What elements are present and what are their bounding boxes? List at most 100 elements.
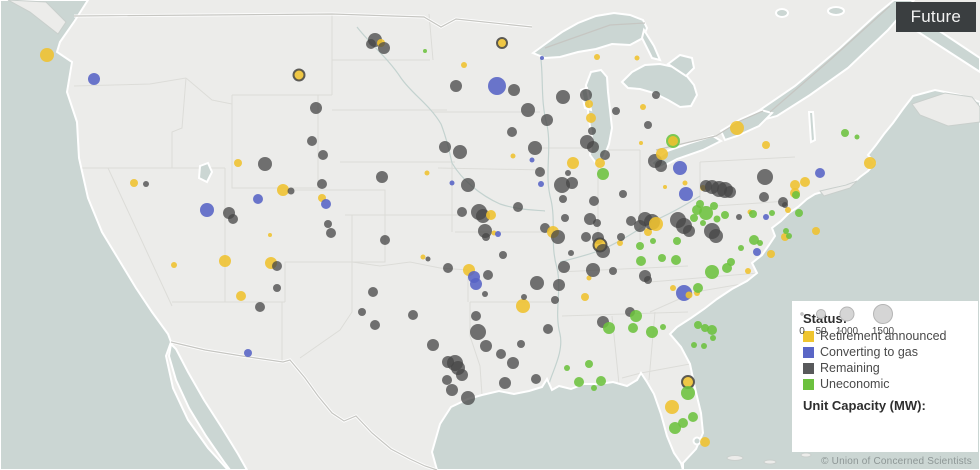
plant-dot-rem[interactable] — [439, 141, 451, 153]
plant-dot-une[interactable] — [705, 265, 719, 279]
plant-dot-ret[interactable] — [586, 275, 592, 281]
plant-dot-ret[interactable] — [656, 148, 668, 160]
plant-dot-rem[interactable] — [482, 233, 490, 241]
plant-dot-rem[interactable] — [568, 250, 574, 256]
plant-dot-rem[interactable] — [408, 310, 418, 320]
plant-dot-rem[interactable] — [476, 209, 490, 223]
plant-dot-rem[interactable] — [609, 267, 617, 275]
plant-dot-rem[interactable] — [553, 279, 565, 291]
plant-dot-une[interactable] — [596, 376, 606, 386]
plant-dot-ret[interactable] — [268, 233, 272, 237]
plant-dot-rem[interactable] — [588, 127, 596, 135]
plant-dot-ret[interactable] — [685, 291, 693, 299]
plant-dot-rem[interactable] — [442, 375, 452, 385]
plant-dot-gas[interactable] — [763, 214, 769, 220]
plant-dot-une[interactable] — [690, 214, 698, 222]
plant-dot-rem[interactable] — [600, 150, 610, 160]
plant-dot-rem[interactable] — [584, 213, 596, 225]
plant-dot-ret[interactable] — [634, 55, 640, 61]
plant-dot-ret[interactable] — [585, 100, 593, 108]
plant-dot-ret[interactable] — [617, 240, 623, 246]
plant-dot-rem[interactable] — [272, 261, 282, 271]
plant-dot-une[interactable] — [699, 206, 713, 220]
plant-dot-ret[interactable] — [649, 217, 663, 231]
plant-dot-une[interactable] — [688, 412, 698, 422]
plant-dot-ret[interactable] — [130, 179, 138, 187]
plant-dot-rem[interactable] — [566, 177, 578, 189]
plant-dot-rem[interactable] — [143, 181, 149, 187]
plant-dot-rem[interactable] — [457, 207, 467, 217]
plant-dot-ret[interactable] — [745, 268, 751, 274]
plant-dot-une[interactable] — [628, 323, 638, 333]
plant-dot-rem[interactable] — [499, 251, 507, 259]
plant-dot-une[interactable] — [795, 209, 803, 217]
plant-dot-rem[interactable] — [358, 308, 366, 316]
plant-dot-rem[interactable] — [310, 102, 322, 114]
plant-dot-rem[interactable] — [317, 179, 327, 189]
plant-dot-une[interactable] — [646, 326, 658, 338]
plant-dot-ret[interactable] — [730, 121, 744, 135]
plant-dot-rem[interactable] — [558, 261, 570, 273]
plant-dot-rem[interactable] — [483, 270, 493, 280]
plant-dot-rem[interactable] — [446, 384, 458, 396]
plant-dot-ret[interactable] — [639, 141, 643, 145]
plant-dot-rem[interactable] — [541, 114, 553, 126]
plant-dot-une[interactable] — [585, 360, 593, 368]
plant-dot-une[interactable] — [636, 242, 644, 250]
plant-dot-ret[interactable] — [234, 159, 242, 167]
plant-dot-une[interactable] — [841, 129, 849, 137]
plant-dot-ret[interactable] — [665, 400, 679, 414]
plant-dot-ret[interactable] — [594, 54, 600, 60]
plant-dot-rem[interactable] — [456, 369, 468, 381]
plant-dot-rem[interactable] — [589, 196, 599, 206]
plant-dot-ret[interactable] — [663, 185, 667, 189]
plant-dot-rem[interactable] — [580, 89, 592, 101]
plant-dot-une[interactable] — [636, 256, 646, 266]
plant-dot-une[interactable] — [749, 235, 759, 245]
plant-dot-gas[interactable] — [538, 181, 544, 187]
plant-dot-rem[interactable] — [482, 291, 488, 297]
plant-dot-rem[interactable] — [683, 225, 695, 237]
plant-dot-rem[interactable] — [258, 157, 272, 171]
plant-dot-ret[interactable] — [800, 177, 810, 187]
plant-dot-une[interactable] — [691, 342, 697, 348]
plant-dot-rem[interactable] — [528, 141, 542, 155]
plant-dot-gas[interactable] — [673, 161, 687, 175]
plant-dot-ret[interactable] — [640, 104, 646, 110]
plant-dot-rem[interactable] — [521, 103, 535, 117]
plant-dot-ret[interactable] — [670, 285, 676, 291]
plant-dot-rem[interactable] — [507, 357, 519, 369]
plant-dot-une[interactable] — [854, 134, 860, 140]
plant-dot-une[interactable] — [669, 422, 681, 434]
plant-dot-rem[interactable] — [470, 324, 486, 340]
plant-dot-gas[interactable] — [529, 157, 535, 163]
plant-dot-ret[interactable] — [236, 291, 246, 301]
plant-dot-une[interactable] — [658, 254, 666, 262]
plant-dot-une[interactable] — [710, 202, 718, 210]
plant-dot-rem[interactable] — [370, 320, 380, 330]
plant-dot-ret[interactable] — [595, 158, 605, 168]
plant-dot-rem[interactable] — [554, 177, 570, 193]
plant-dot-ret[interactable] — [700, 437, 710, 447]
plant-dot-ret[interactable] — [219, 255, 231, 267]
plant-dot-rem[interactable] — [380, 235, 390, 245]
plant-dot-une[interactable] — [423, 49, 427, 53]
plant-dot-rem[interactable] — [593, 219, 601, 227]
plant-dot-rem[interactable] — [517, 340, 525, 348]
plant-dot-ret[interactable] — [762, 141, 770, 149]
plant-dot-ret[interactable] — [40, 48, 54, 62]
plant-dot-une[interactable] — [597, 168, 609, 180]
plant-dot-rem[interactable] — [736, 214, 742, 220]
plant-dot-rem[interactable] — [228, 214, 238, 224]
plant-dot-une[interactable] — [792, 191, 800, 199]
plant-dot-rem[interactable] — [378, 42, 390, 54]
plant-dot-une[interactable] — [693, 283, 703, 293]
plant-dot-ret[interactable] — [292, 68, 306, 82]
plant-dot-ret[interactable] — [516, 299, 530, 313]
plant-dot-ret[interactable] — [864, 157, 876, 169]
plant-dot-rem[interactable] — [652, 91, 660, 99]
plant-dot-rem[interactable] — [450, 80, 462, 92]
plant-dot-rem[interactable] — [612, 107, 620, 115]
plant-dot-une[interactable] — [713, 215, 721, 223]
plant-dot-une[interactable] — [574, 377, 584, 387]
